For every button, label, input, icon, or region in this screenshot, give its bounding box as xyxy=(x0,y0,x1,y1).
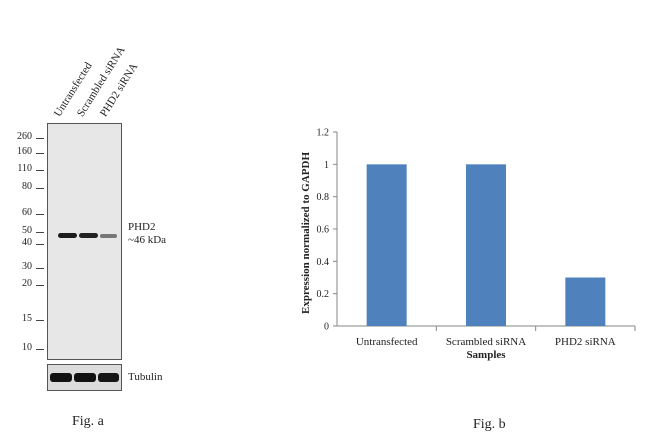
y-tick-label: 0.6 xyxy=(317,225,330,236)
marker-label: 160 xyxy=(17,146,32,157)
band-phd2-scrambled xyxy=(79,233,98,238)
y-tick-label: 0.8 xyxy=(317,192,330,203)
y-tick-label: 1 xyxy=(324,160,329,171)
marker-label: 15 xyxy=(22,313,32,324)
x-tick-label: Scrambled siRNA xyxy=(446,336,526,348)
marker-tick xyxy=(36,244,44,245)
marker-tick xyxy=(36,232,44,233)
marker-tick xyxy=(36,153,44,154)
band-phd2-untransfected xyxy=(58,233,77,238)
marker-label: 110 xyxy=(17,163,32,174)
bar-scrambled-sirna xyxy=(466,164,506,326)
marker-tick xyxy=(36,138,44,139)
marker-tick xyxy=(36,349,44,350)
marker-label: 260 xyxy=(17,131,32,142)
bar-phd2-sirna xyxy=(565,277,606,326)
tubulin-membrane xyxy=(47,364,122,391)
marker-label: 30 xyxy=(22,261,32,272)
y-tick-label: 1.2 xyxy=(317,128,330,139)
marker-tick xyxy=(36,188,44,189)
band-tubulin xyxy=(50,373,72,382)
y-axis-title: Expression normalized to GAPDH xyxy=(300,152,312,314)
marker-label: 80 xyxy=(22,181,32,192)
protein-name: PHD2 xyxy=(128,221,156,233)
figure-caption-b: Fig. b xyxy=(473,417,506,432)
x-tick-label: PHD2 siRNA xyxy=(555,336,616,348)
band-phd2-phd2-sirna xyxy=(100,234,117,238)
marker-tick xyxy=(36,320,44,321)
marker-label: 10 xyxy=(22,342,32,353)
x-tick-label: Untransfected xyxy=(356,336,418,348)
protein-size: ~46 kDa xyxy=(128,234,167,246)
y-tick-label: 0.4 xyxy=(317,257,330,268)
marker-label: 60 xyxy=(22,207,32,218)
marker-tick xyxy=(36,170,44,171)
bar-untransfected xyxy=(366,164,407,326)
marker-tick xyxy=(36,214,44,215)
x-axis-title: Samples xyxy=(466,349,506,361)
marker-tick xyxy=(36,268,44,269)
figure-caption-a: Fig. a xyxy=(72,414,104,429)
marker-label: 50 xyxy=(22,225,32,236)
band-tubulin xyxy=(74,373,96,382)
band-tubulin xyxy=(98,373,119,382)
marker-label: 40 xyxy=(22,237,32,248)
blot-membrane xyxy=(47,123,122,360)
marker-label: 20 xyxy=(22,278,32,289)
marker-tick xyxy=(36,285,44,286)
loading-control-label: Tubulin xyxy=(128,371,163,383)
y-tick-label: 0 xyxy=(324,322,329,333)
y-tick-label: 0.2 xyxy=(317,289,330,300)
protein-label: PHD2 ~46 kDa xyxy=(128,221,166,247)
